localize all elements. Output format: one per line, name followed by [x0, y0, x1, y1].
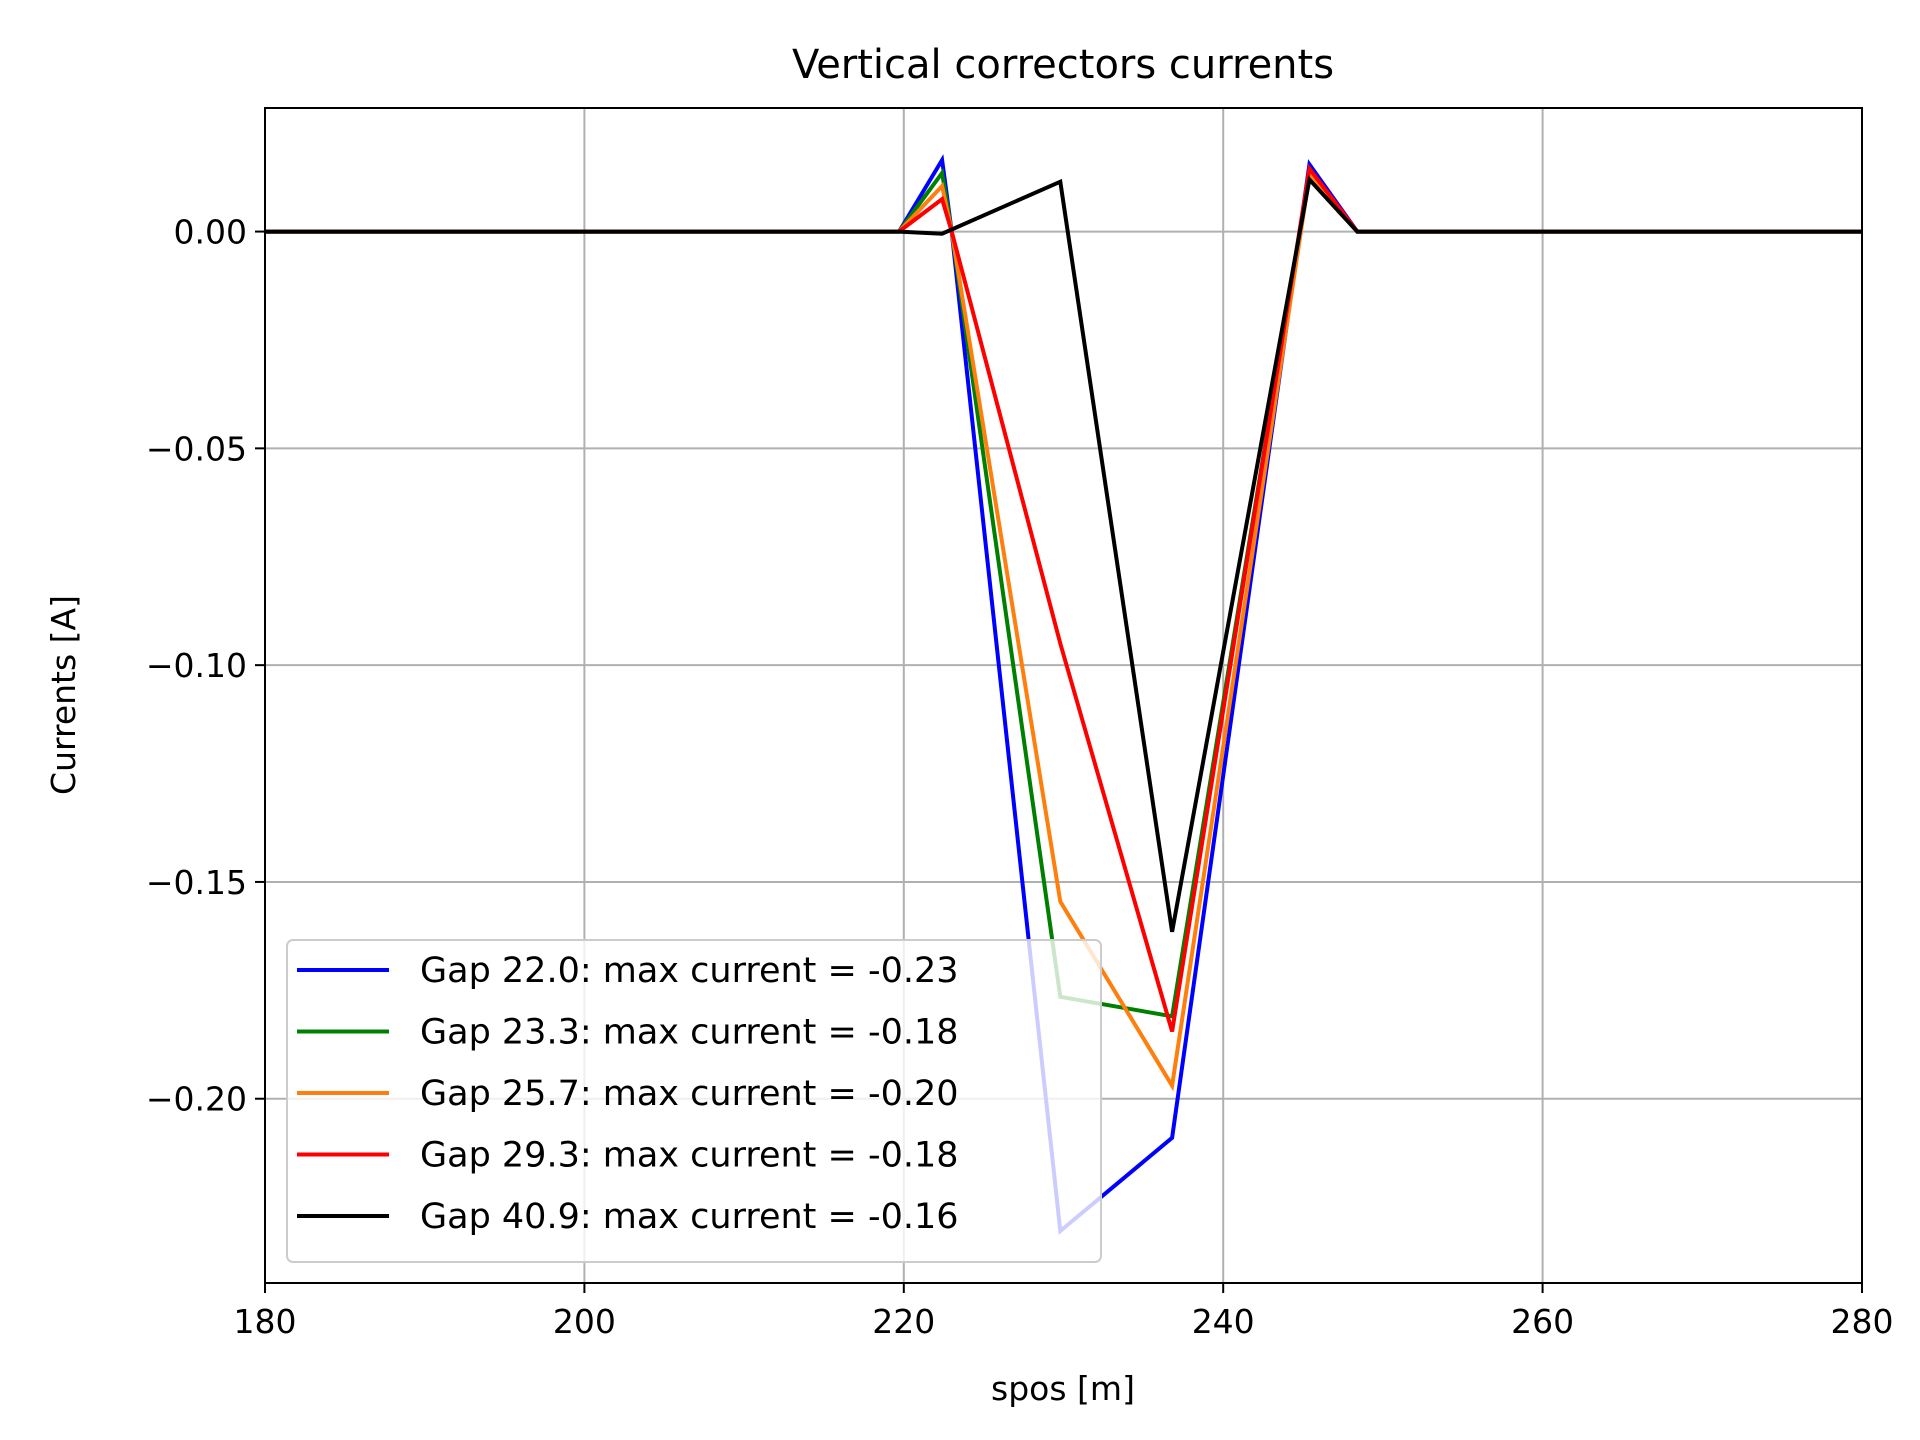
legend: Gap 22.0: max current = -0.23 Gap 23.3: m… — [286, 939, 1102, 1263]
legend-box — [286, 939, 1102, 1263]
x-tick-label: 280 — [1831, 1302, 1894, 1341]
x-axis-label: spos [m] — [991, 1369, 1135, 1408]
legend-label-1: Gap 22.0: max current = -0.23 — [420, 951, 959, 991]
legend-label-2: Gap 23.3: max current = -0.18 — [420, 1013, 959, 1053]
series-line-4 — [265, 163, 1862, 1033]
x-tick-label: 240 — [1192, 1302, 1255, 1341]
legend-label-5: Gap 40.9: max current = -0.16 — [420, 1197, 959, 1237]
x-tick-label: 200 — [553, 1302, 616, 1341]
y-tick-label: −0.15 — [146, 863, 247, 902]
x-tick-label: 180 — [234, 1302, 297, 1341]
legend-label-4: Gap 29.3: max current = -0.18 — [420, 1136, 959, 1176]
y-tick-label: −0.05 — [146, 429, 247, 468]
chart-title: Vertical correctors currents — [792, 42, 1334, 88]
y-tick-label: −0.10 — [146, 646, 247, 685]
x-tick-label: 260 — [1511, 1302, 1574, 1341]
x-tick-label: 220 — [872, 1302, 935, 1341]
plot-frame — [264, 107, 1863, 1284]
y-tick-label: 0.00 — [174, 213, 247, 252]
y-axis-label: Currents [A] — [44, 595, 83, 795]
axis-ticks: 180 200 220 240 260 280 0.00 −0.05 −0.10 −0.15 −0.… — [146, 213, 1894, 1341]
y-tick-label: −0.20 — [146, 1080, 247, 1119]
series-line-5 — [265, 175, 1862, 933]
legend-label-3: Gap 25.7: max current = -0.20 — [420, 1074, 959, 1114]
